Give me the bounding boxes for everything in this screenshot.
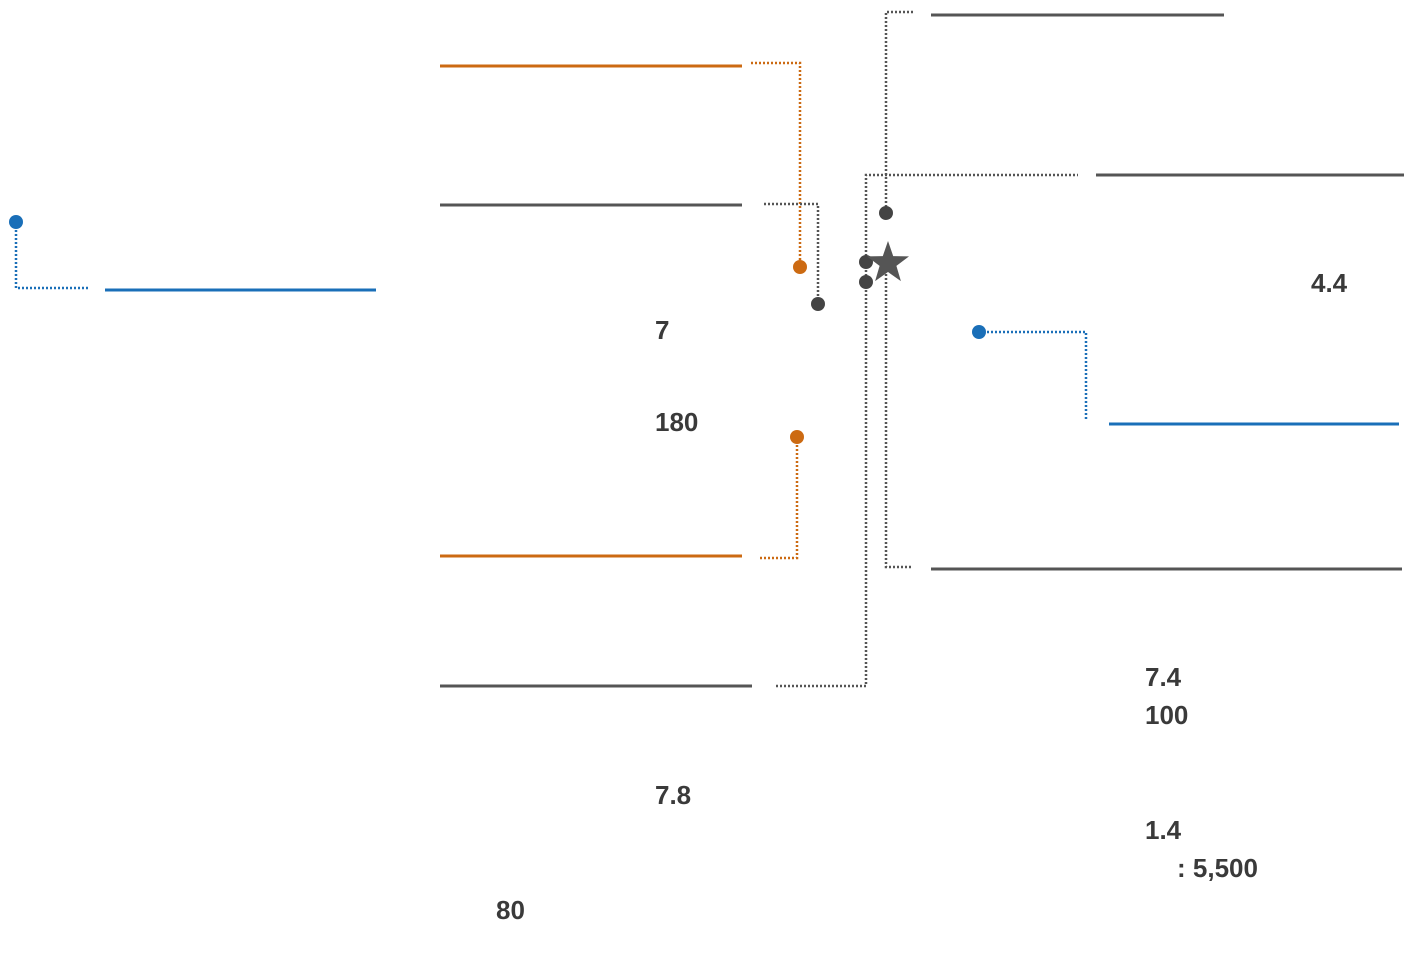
label-right-lower-4: : 5,500 xyxy=(1177,853,1258,883)
connector-gray-left-upper xyxy=(764,202,820,304)
dot-orange-upper xyxy=(793,260,807,274)
connector-gray-left-lower xyxy=(776,173,1078,688)
connector-gray-right-top xyxy=(884,10,913,213)
dot-orange-lower xyxy=(790,430,804,444)
label-right-lower-3: 1.4 xyxy=(1145,815,1182,845)
label-left-upper: 7 xyxy=(655,315,670,345)
dot-gray-center-b xyxy=(859,275,873,289)
label-right-top: 4.4 xyxy=(1311,268,1348,298)
connector-gray-right-lower xyxy=(884,262,913,569)
connector-blue-right xyxy=(979,330,1088,421)
connector-orange-lower xyxy=(758,437,799,560)
label-bottom: 80 xyxy=(496,895,525,925)
dot-blue-right xyxy=(972,325,986,339)
dot-gray-right-top xyxy=(879,206,893,220)
connector-orange-upper xyxy=(751,61,802,267)
star-icon xyxy=(867,241,909,282)
dot-blue-left xyxy=(9,215,23,229)
dot-gray-center-a xyxy=(859,255,873,269)
label-right-lower-2: 100 xyxy=(1145,700,1189,730)
connector-blue-left xyxy=(14,222,88,290)
dot-gray-left-upper xyxy=(811,297,825,311)
label-left-middle: 180 xyxy=(655,407,699,437)
label-left-lower: 7.8 xyxy=(655,780,692,810)
label-right-lower-1: 7.4 xyxy=(1145,662,1182,692)
